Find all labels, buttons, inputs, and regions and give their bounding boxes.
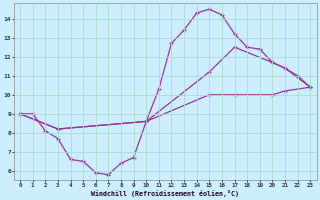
X-axis label: Windchill (Refroidissement éolien,°C): Windchill (Refroidissement éolien,°C)	[91, 190, 239, 197]
